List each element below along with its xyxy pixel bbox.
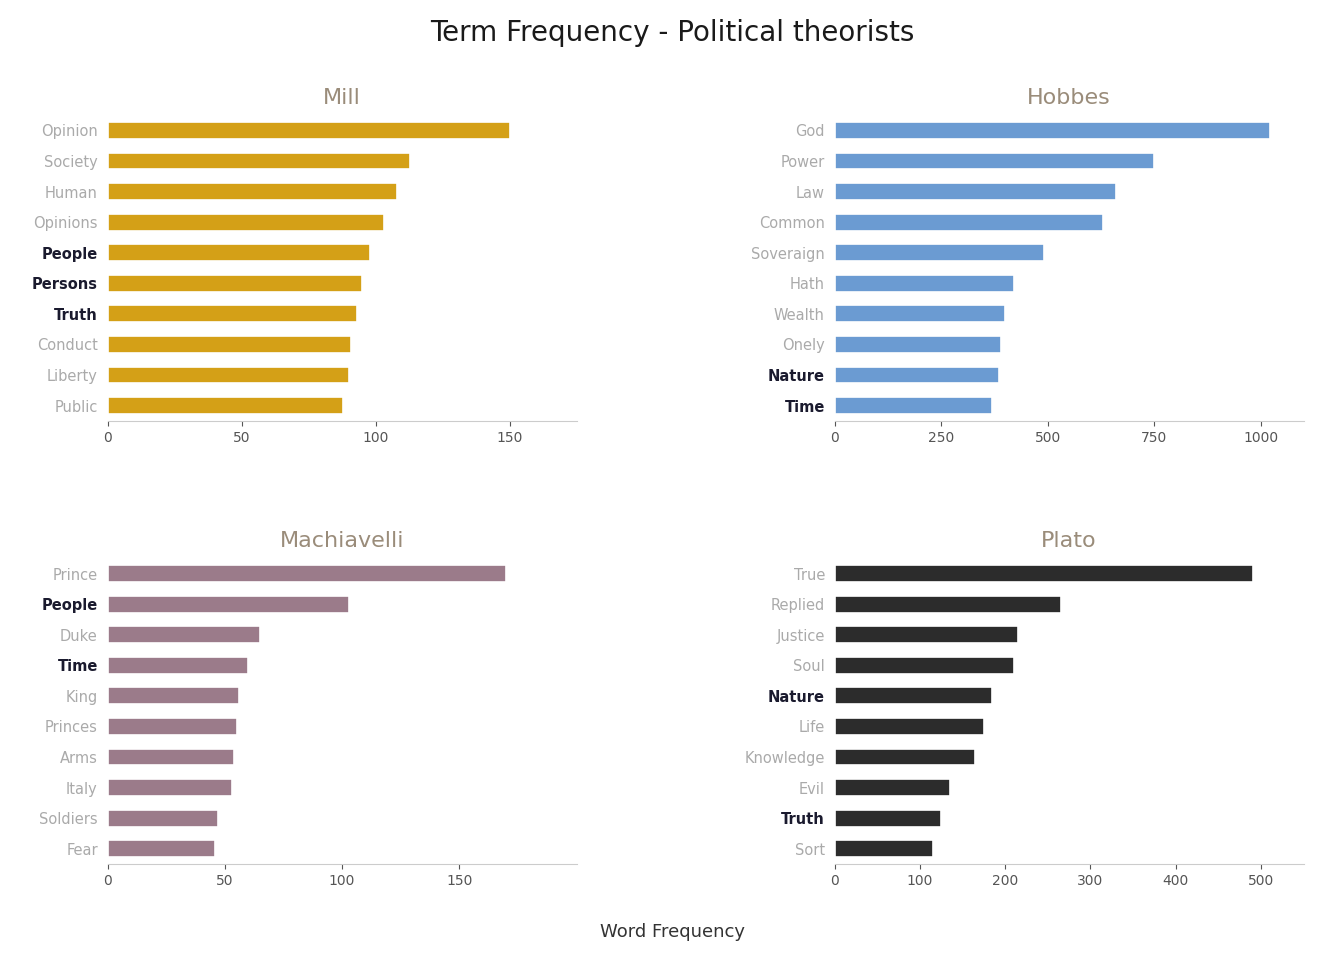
Bar — [835, 336, 1001, 353]
Bar — [108, 718, 237, 734]
Bar — [835, 214, 1103, 230]
Bar — [108, 367, 348, 383]
Bar — [835, 153, 1154, 170]
Bar — [108, 809, 218, 827]
Bar — [835, 749, 976, 765]
Bar — [108, 780, 231, 796]
Bar — [108, 687, 239, 705]
Bar — [835, 596, 1060, 612]
Bar — [108, 596, 349, 612]
Bar — [835, 718, 984, 734]
Title: Machiavelli: Machiavelli — [280, 531, 405, 551]
Bar — [108, 840, 215, 857]
Bar — [835, 657, 1013, 674]
Bar — [108, 275, 362, 292]
Bar — [108, 397, 344, 414]
Title: Hobbes: Hobbes — [1027, 88, 1111, 108]
Bar — [835, 626, 1017, 643]
Bar — [108, 183, 396, 200]
Title: Mill: Mill — [323, 88, 362, 108]
Bar — [835, 367, 999, 383]
Bar — [835, 780, 950, 796]
Bar — [835, 122, 1270, 139]
Bar — [835, 840, 933, 857]
Bar — [835, 565, 1253, 582]
Bar — [835, 275, 1013, 292]
Bar — [108, 122, 509, 139]
Bar — [108, 305, 356, 323]
Bar — [835, 183, 1116, 200]
Bar — [835, 305, 1005, 323]
Bar — [835, 687, 992, 705]
Bar — [108, 245, 370, 261]
Bar — [108, 336, 351, 353]
Text: Term Frequency - Political theorists: Term Frequency - Political theorists — [430, 19, 914, 47]
Bar — [108, 214, 383, 230]
Bar — [835, 245, 1043, 261]
Title: Plato: Plato — [1042, 531, 1097, 551]
Bar — [108, 626, 259, 643]
Bar — [108, 657, 249, 674]
Bar — [108, 749, 234, 765]
Bar — [835, 809, 941, 827]
Bar — [835, 397, 992, 414]
Bar — [108, 153, 410, 170]
Text: Word Frequency: Word Frequency — [599, 923, 745, 941]
Bar — [108, 565, 507, 582]
